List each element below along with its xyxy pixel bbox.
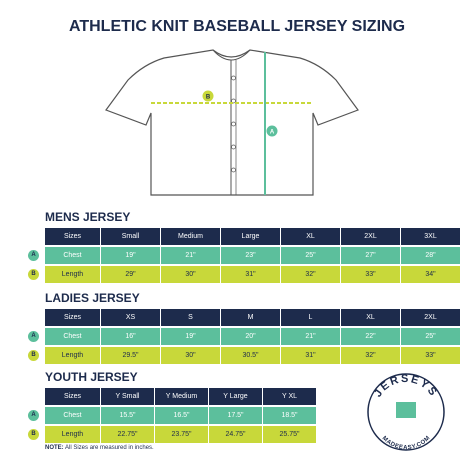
table-cell: 24.75" [209, 426, 263, 443]
header-cell: Sizes [45, 228, 101, 245]
table-cell: 23" [221, 247, 281, 264]
table-cell: 16.5" [155, 407, 209, 424]
header-cell: XS [101, 309, 161, 326]
row-marker: A [28, 331, 39, 342]
table-cell: 22" [341, 328, 401, 345]
table-cell: Chest [45, 247, 101, 264]
table-cell: 31" [281, 347, 341, 364]
table-cell: Length [45, 266, 101, 283]
table-cell: 22.75" [101, 426, 155, 443]
row-marker: A [28, 250, 39, 261]
table-cell: 21" [161, 247, 221, 264]
table-cell: 29" [101, 266, 161, 283]
table-title: YOUTH JERSEY [45, 370, 138, 384]
header-cell: Medium [161, 228, 221, 245]
table-cell: 16" [101, 328, 161, 345]
table-cell: 30" [161, 266, 221, 283]
marker-a [266, 125, 278, 137]
header-cell: 3XL [401, 228, 461, 245]
table-cell: 20" [221, 328, 281, 345]
header-cell: 2XL [341, 228, 401, 245]
row-marker: B [28, 350, 39, 361]
header-cell: Sizes [45, 388, 101, 405]
header-cell: Y Medium [155, 388, 209, 405]
table-cell: 30" [161, 347, 221, 364]
jersey-diagram: B A [105, 49, 359, 196]
row-marker: B [28, 429, 39, 440]
marker-b [202, 90, 214, 102]
logo: JERSEYS MADEEASY.COM [367, 373, 445, 451]
table-cell: Chest [45, 407, 101, 424]
header-cell: S [161, 309, 221, 326]
marker-a-label: A [270, 130, 275, 136]
header-cell: Sizes [45, 309, 101, 326]
table-cell: 19" [161, 328, 221, 345]
row-marker: A [28, 410, 39, 421]
table-cell: 32" [341, 347, 401, 364]
table-cell: 31" [221, 266, 281, 283]
table-title: LADIES JERSEY [45, 291, 140, 305]
header-cell: Y Large [209, 388, 263, 405]
header-cell: 2XL [401, 309, 461, 326]
table-cell: 19" [101, 247, 161, 264]
table-cell: Length [45, 426, 101, 443]
buttons [231, 75, 236, 173]
table-cell: 30.5" [221, 347, 281, 364]
table-cell: 34" [401, 266, 461, 283]
table-cell: Length [45, 347, 101, 364]
table-cell: 25.75" [263, 426, 317, 443]
note: NOTE: All Sizes are measured in inches. [45, 445, 154, 451]
table-cell: 23.75" [155, 426, 209, 443]
page-title: ATHLETIC KNIT BASEBALL JERSEY SIZING [68, 18, 406, 35]
header-cell: Y XL [263, 388, 317, 405]
note-text: All Sizes are measured in inches. [65, 445, 154, 451]
table-cell: 32" [281, 266, 341, 283]
table-cell: 18.5" [263, 407, 317, 424]
table-cell: 15.5" [101, 407, 155, 424]
table-cell: 21" [281, 328, 341, 345]
table-title: MENS JERSEY [45, 210, 131, 224]
table-cell: 17.5" [209, 407, 263, 424]
table-cell: 27" [341, 247, 401, 264]
table-cell: 29.5" [101, 347, 161, 364]
marker-b-label: B [206, 95, 211, 101]
header-cell: L [281, 309, 341, 326]
table-cell: 25" [401, 328, 461, 345]
table-cell: 25" [281, 247, 341, 264]
header-cell: Large [221, 228, 281, 245]
note-label: NOTE: [45, 445, 64, 451]
header-cell: M [221, 309, 281, 326]
row-marker: B [28, 269, 39, 280]
table-cell: 33" [341, 266, 401, 283]
table-cell: Chest [45, 328, 101, 345]
header-cell: XL [281, 228, 341, 245]
table-cell: 33" [401, 347, 461, 364]
table-cell: 28" [401, 247, 461, 264]
header-cell: Small [101, 228, 161, 245]
header-cell: XL [341, 309, 401, 326]
header-cell: Y Small [101, 388, 155, 405]
